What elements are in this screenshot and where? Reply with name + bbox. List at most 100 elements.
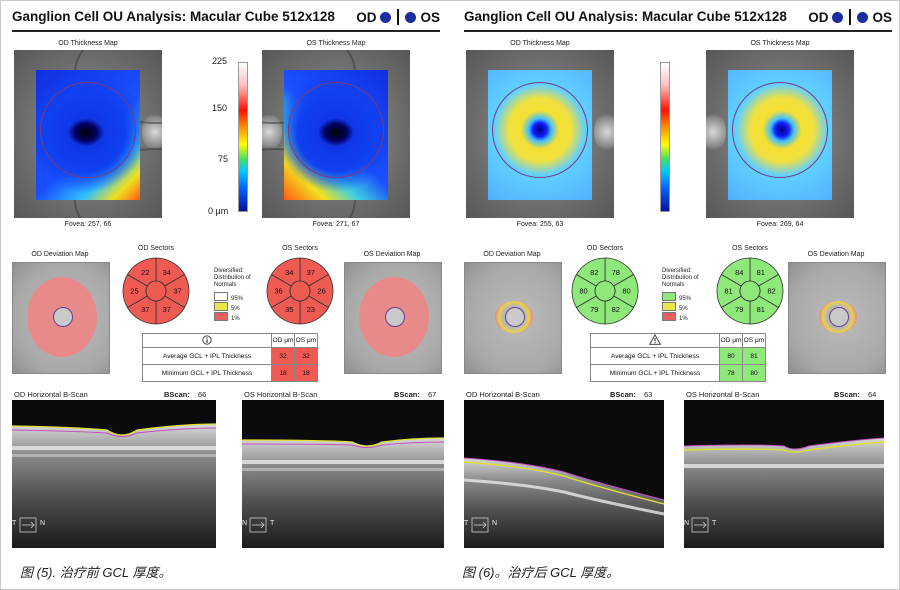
sector-value: 25 [130,287,138,296]
od-deviation-map [12,262,110,374]
dist-1-label: 1% [231,316,240,322]
sector-value: 79 [590,305,598,314]
distribution-legend: Diversified: Distribution of Normals 95%… [214,268,254,322]
od-thickness-map-label: OD Thickness Map [58,40,118,47]
od-axis-start: T [12,520,17,527]
os-deviation-map-label: OS Deviation Map [807,251,865,258]
dist-95-label: 95% [231,296,244,302]
od-bscan-word: BScan: [164,390,190,399]
od-eye-dot-icon [380,12,392,23]
report-header: Ganglion Cell OU Analysis: Macular Cube … [464,6,892,32]
od-bscan-word: BScan: [610,390,636,399]
figure-5-panel: Ganglion Cell OU Analysis: Macular Cube … [8,0,448,590]
sector-value: 81 [724,287,732,296]
info-icon [202,334,212,345]
warning-icon [648,333,662,345]
os-bscan-label: OS Horizontal B-Scan [244,390,318,399]
od-deviation-map [464,262,562,374]
od-bscan-label: OD Horizontal B-Scan [14,390,88,399]
od-sectors-label: OD Sectors [137,245,175,252]
avg-thickness-label: Average GCL + IPL Thickness [142,347,272,365]
sector-value: 37 [163,305,171,314]
scale-mid: 150 [212,103,228,113]
sector-value: 84 [735,268,743,277]
od-bscan-layers [464,457,664,548]
os-optic-disc [706,112,726,152]
os-eye-label: OS [872,10,892,25]
eye-legend: OD OS [356,9,440,25]
os-bscan-label: OS Horizontal B-Scan [686,390,760,399]
od-axis-end: N [40,520,46,527]
sector-center [289,280,311,302]
od-bscan-image: T N [12,400,216,548]
od-bscan-layers [12,423,216,548]
od-deviation-fovea [505,307,525,327]
os-deviation-map [788,262,886,374]
warning-cell [590,333,720,348]
eye-divider [849,9,852,25]
sector-value: 34 [285,268,293,277]
os-sectors-label: OS Sectors [282,245,318,252]
gcl-thickness-table: OD μm OS μm Average GCL + IPL Thickness … [590,333,766,382]
eye-legend: OD OS [808,9,892,25]
sector-center [739,280,761,302]
od-deviation-fovea [53,307,73,327]
swatch-95 [214,292,228,301]
os-col-header: OS μm [294,333,318,348]
os-thickness-map [706,50,854,218]
min-od-value: 78 [719,364,743,382]
os-bscan-layers [242,437,444,548]
dist-5-label: 5% [231,306,240,312]
sector-value: 80 [622,287,630,296]
avg-od-value: 32 [271,347,295,365]
od-deviation-map-label: OD Deviation Map [483,251,541,258]
os-deviation-map-label: OS Deviation Map [363,251,421,258]
os-axis-end: T [270,520,275,527]
od-bscan-label: OD Horizontal B-Scan [466,390,540,399]
os-eye-dot-icon [405,12,417,23]
info-cell [142,333,272,348]
os-axis-end: T [712,520,717,527]
sector-value: 79 [735,305,743,314]
scale-max: 225 [212,56,228,66]
sector-value: 23 [307,305,315,314]
thickness-color-scale [660,62,670,212]
dist-5-label: 5% [679,306,688,312]
od-eye-label: OD [356,10,377,25]
os-fovea-coords: Fovea: 271, 67 [312,221,360,228]
od-ellipse-ring [492,82,588,178]
os-eye-dot-icon [857,12,869,23]
sector-value: 36 [274,287,282,296]
od-sectors-label: OD Sectors [586,245,624,252]
avg-os-value: 32 [294,347,318,365]
sector-value: 82 [612,305,620,314]
os-thickness-map-label: OS Thickness Map [750,40,810,47]
od-fovea-coords: Fovea: 255, 63 [516,221,564,228]
od-fovea-coords: Fovea: 257, 66 [64,221,112,228]
sector-value: 37 [173,287,181,296]
os-thickness-map-label: OS Thickness Map [306,40,366,47]
dist-95-label: 95% [679,296,692,302]
avg-thickness-label: Average GCL + IPL Thickness [590,347,720,365]
os-sectors-label: OS Sectors [732,245,768,252]
sector-center [145,280,167,302]
min-od-value: 18 [271,364,295,382]
scale-low: 75 [218,154,229,164]
min-os-value: 80 [742,364,766,382]
avg-od-value: 80 [719,347,743,365]
od-bscan-number: 66 [198,390,207,399]
scale-zero: 0 μm [208,206,229,216]
swatch-5 [214,302,228,311]
sector-value: 34 [163,268,171,277]
os-col-header: OS μm [742,333,766,348]
od-bscan-number: 63 [644,390,653,399]
sector-value: 37 [307,268,315,277]
os-ellipse-ring [288,82,384,178]
od-thickness-map [466,50,614,218]
sector-center [594,280,616,302]
figure-caption: 图 (6)。治疗后 GCL 厚度。 [462,565,620,580]
